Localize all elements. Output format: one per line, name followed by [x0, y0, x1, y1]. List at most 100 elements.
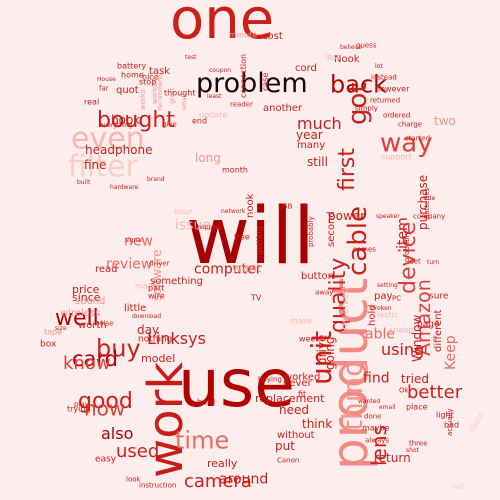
cloud-word: fit — [298, 389, 307, 399]
cloud-word: company — [413, 212, 446, 221]
cloud-word: first — [335, 148, 360, 191]
cloud-word: card — [72, 346, 119, 371]
cloud-word: camera — [184, 471, 252, 493]
cloud-word: still — [307, 155, 328, 170]
cloud-word: return — [374, 451, 411, 466]
cloud-word: find — [363, 370, 390, 387]
cloud-word: back — [330, 70, 388, 99]
cloud-word: received — [340, 287, 351, 330]
cloud-word: box — [40, 339, 57, 350]
cloud-word: actually — [446, 408, 454, 436]
cloud-word: bought — [97, 107, 175, 133]
cloud-word: play — [74, 400, 89, 409]
cloud-word: reader — [230, 100, 253, 109]
cloud-word: buying — [258, 375, 282, 384]
cloud-word: returned — [370, 96, 401, 105]
cloud-word: buy — [96, 334, 141, 363]
cloud-word: never — [283, 377, 312, 389]
cloud-word: done — [364, 412, 382, 421]
cloud-word: make — [290, 316, 312, 326]
cloud-word: Ok — [399, 386, 409, 395]
cloud-word: trying — [67, 404, 91, 414]
cloud-word: filter — [68, 149, 138, 185]
cloud-word: charge — [398, 120, 423, 129]
cloud-word: setting — [377, 282, 398, 290]
cloud-word: worth — [78, 319, 107, 331]
cloud-word: cheap — [389, 325, 414, 335]
cloud-word: Canon — [277, 456, 300, 465]
cloud-word: PC — [392, 294, 402, 303]
cloud-word: used — [116, 441, 160, 463]
cloud-word: even — [71, 121, 145, 157]
cloud-word: wanted — [358, 398, 381, 406]
cloud-word: made — [135, 281, 158, 291]
cloud-word: able — [365, 326, 395, 343]
cloud-word: always — [365, 436, 390, 445]
cloud-word: without — [277, 429, 315, 441]
cloud-word: second — [326, 211, 337, 247]
cloud-word: network — [221, 208, 246, 216]
cloud-word: well — [55, 305, 99, 331]
cloud-word: long — [195, 151, 221, 166]
cloud-word: broken — [371, 305, 392, 313]
cloud-word: House — [97, 76, 116, 84]
cloud-word: need — [279, 403, 309, 418]
cloud-word: nice — [142, 72, 159, 82]
cloud-word: give — [162, 120, 177, 129]
cloud-word: maybe — [362, 423, 390, 433]
cloud-word: noise — [95, 319, 114, 328]
cloud-word: many — [297, 139, 326, 151]
cloud-word: case — [261, 72, 270, 91]
cloud-word: test — [185, 54, 197, 62]
cloud-word: model — [141, 351, 176, 365]
cloud-word: size — [55, 325, 67, 333]
cloud-word: quot — [116, 84, 139, 96]
cloud-word: now — [84, 396, 126, 421]
cloud-word: page — [417, 319, 440, 330]
cloud-word: away — [315, 288, 334, 297]
cloud-word: hardware — [110, 184, 139, 192]
cloud-word: much — [297, 113, 342, 133]
cloud-word: nothing — [138, 334, 173, 345]
cloud-word: cost — [262, 30, 283, 42]
cloud-word: light — [436, 410, 454, 420]
cloud-word: real — [84, 97, 100, 107]
cloud-word: place — [406, 402, 428, 412]
cloud-word: instead — [371, 73, 397, 82]
cloud-word: month — [222, 165, 248, 175]
cloud-word: half — [452, 484, 464, 492]
cloud-word: different — [433, 309, 444, 352]
cloud-word: plastic — [372, 310, 399, 320]
cloud-word: download — [132, 313, 162, 321]
cloud-word: also — [101, 423, 134, 443]
cloud-word: ordered — [383, 111, 411, 120]
cloud-word: free — [234, 232, 250, 242]
cloud-word: shopping — [194, 224, 222, 232]
cloud-word: know — [63, 353, 111, 375]
cloud-word: however — [375, 84, 410, 94]
cloud-word: tape — [44, 327, 63, 337]
cloud-word: want — [232, 261, 262, 276]
cloud-word: read — [95, 263, 118, 275]
cloud-word: works — [139, 89, 147, 110]
cloud-word: Nook — [334, 53, 360, 65]
cloud-word: since — [72, 290, 101, 304]
cloud-word: turn — [427, 259, 440, 267]
cloud-word: battery — [117, 61, 147, 71]
cloud-word: something — [150, 275, 203, 287]
cloud-word: better — [407, 382, 463, 404]
cloud-word: batteries — [423, 187, 431, 219]
cloud-word: another — [263, 102, 303, 114]
cloud-word: Linksys — [147, 328, 206, 348]
cloud-word: task — [149, 65, 171, 77]
cloud-word: speaker — [376, 213, 400, 221]
cloud-word: home — [121, 70, 144, 80]
cloud-word: day — [137, 323, 160, 338]
cloud-word: TV — [251, 293, 262, 303]
cloud-word: little — [124, 302, 147, 314]
cloud-word: way — [380, 128, 433, 159]
cloud-word: least — [207, 93, 222, 101]
cloud-word: easy — [95, 454, 117, 465]
cloud-word: minute — [229, 30, 258, 40]
